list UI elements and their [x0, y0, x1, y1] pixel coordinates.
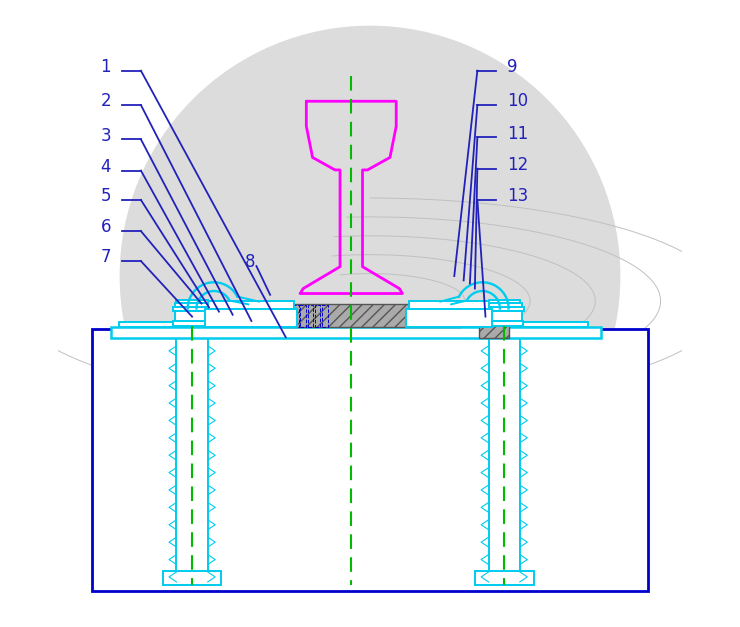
Bar — [250, 305, 256, 327]
Text: 10: 10 — [508, 92, 528, 110]
Bar — [488, 300, 519, 303]
Bar — [208, 301, 294, 308]
Bar — [322, 305, 328, 327]
Text: 7: 7 — [101, 248, 111, 266]
Text: 12: 12 — [508, 156, 528, 174]
Bar — [279, 305, 284, 327]
Bar — [485, 307, 524, 311]
Bar — [111, 327, 601, 339]
Text: 5: 5 — [101, 187, 111, 205]
Bar — [258, 305, 263, 327]
Circle shape — [121, 26, 619, 525]
Bar — [177, 335, 208, 585]
Bar — [406, 308, 491, 327]
Bar — [480, 320, 509, 339]
Text: 2: 2 — [101, 92, 111, 110]
Bar — [308, 305, 313, 327]
Bar — [172, 307, 212, 311]
Text: 1: 1 — [101, 58, 111, 76]
Bar — [175, 311, 209, 321]
Bar — [119, 322, 588, 327]
Bar — [283, 304, 460, 327]
Bar — [173, 321, 211, 326]
Bar — [264, 305, 270, 327]
Bar — [286, 305, 292, 327]
Text: 13: 13 — [508, 187, 528, 205]
Bar — [488, 335, 519, 585]
Bar — [487, 311, 522, 321]
Text: 8: 8 — [245, 253, 255, 271]
Bar — [92, 329, 648, 591]
Text: 6: 6 — [101, 218, 111, 236]
Bar — [175, 303, 209, 307]
Bar — [293, 305, 299, 327]
Text: 3: 3 — [101, 127, 111, 145]
Text: 4: 4 — [101, 158, 111, 176]
Bar — [204, 308, 297, 327]
Bar — [272, 305, 278, 327]
Bar — [408, 301, 488, 308]
Text: 11: 11 — [508, 125, 528, 143]
Bar — [314, 305, 320, 327]
Bar — [475, 571, 534, 585]
Bar — [177, 300, 208, 303]
Bar — [485, 321, 523, 326]
Bar — [163, 571, 221, 585]
Bar — [300, 305, 306, 327]
Text: 9: 9 — [508, 58, 518, 76]
Bar — [487, 303, 522, 307]
